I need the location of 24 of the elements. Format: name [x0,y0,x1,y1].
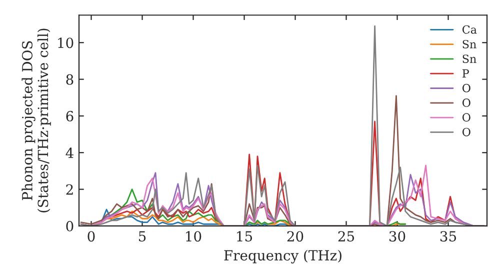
x-tick-label: 15 [237,231,252,242]
y-tick-label: 6 [66,110,74,122]
y-tick-label: 2 [66,184,73,195]
legend-label: O [462,84,470,92]
x-tick-label: 35 [440,231,456,242]
y-tick-label: 0 [66,220,74,232]
y-tick-label: 10 [58,38,74,48]
legend-label: P [462,69,469,78]
x-tick-label: 25 [338,231,354,242]
x-tick-label: 5 [139,231,146,242]
y-tick-label: 4 [66,148,74,158]
x-tick-label: 30 [389,231,406,242]
x-tick-label: 0 [88,231,95,242]
y-tick-label: 8 [66,74,74,85]
y-axis-title: Phonon projected DOS (States/THz·primitive cell) [22,28,51,212]
legend-label: Sn [462,40,476,48]
legend-label: Ca [462,25,477,34]
legend-label: Sn [462,54,476,64]
legend-label: O [462,98,470,107]
legend-label: O [462,113,470,122]
x-tick-label: 10 [186,231,202,242]
x-axis-title: Frequency (THz) [224,250,342,264]
legend-label: O [462,128,470,136]
x-tick-label: 20 [287,231,304,242]
